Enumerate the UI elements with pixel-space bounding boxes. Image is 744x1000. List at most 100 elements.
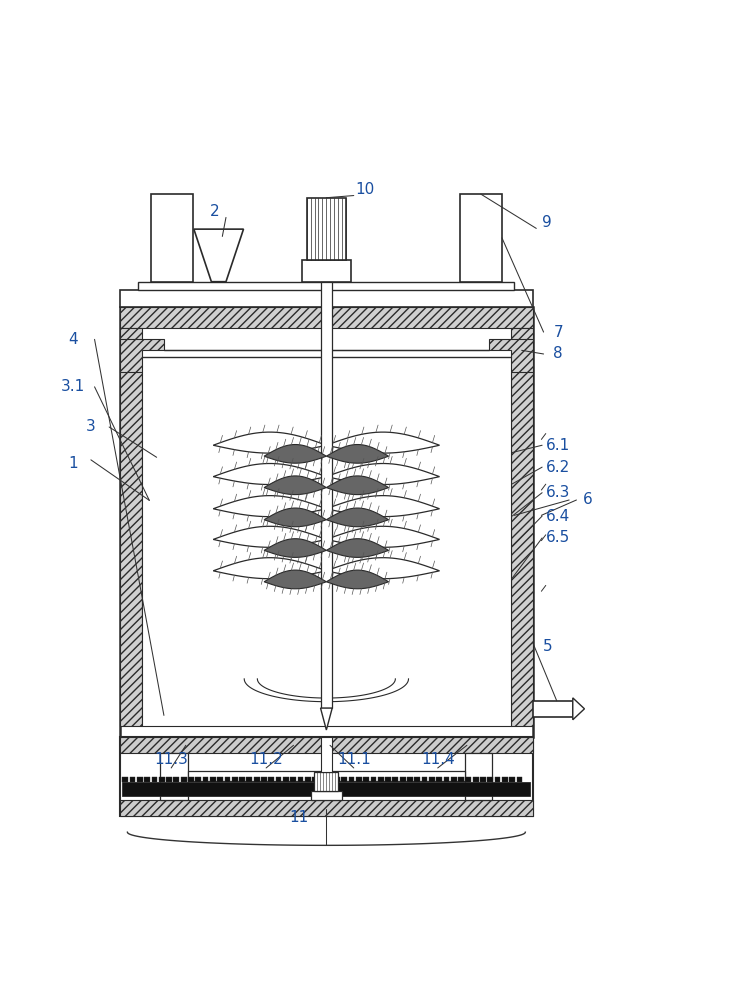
Polygon shape [321,708,333,730]
Bar [290,777,296,782]
Text: 2: 2 [211,204,219,219]
Text: 11: 11 [289,810,309,825]
Polygon shape [327,558,440,579]
Bar [239,777,245,782]
Bar [142,350,510,726]
Bar [158,777,164,782]
Bar [533,701,573,717]
Bar [166,777,172,782]
Bar [495,777,501,782]
Bar [210,777,216,782]
Bar [321,282,333,708]
Bar [225,777,231,782]
Bar [312,777,318,782]
Polygon shape [327,432,440,453]
Text: 3: 3 [86,419,96,434]
Text: 6.4: 6.4 [546,509,571,524]
Bar [414,777,420,782]
Bar [341,777,347,782]
Bar [349,777,354,782]
Bar [443,777,449,782]
Bar [363,777,369,782]
Polygon shape [327,445,388,463]
Text: 11.3: 11.3 [154,752,188,767]
Bar [138,282,514,290]
Bar [489,339,533,372]
Bar [232,777,237,782]
Polygon shape [327,464,440,485]
Text: 4: 4 [68,332,77,347]
Bar [261,777,267,782]
Bar [392,777,398,782]
Bar [378,777,384,782]
Text: 6.5: 6.5 [546,530,571,545]
Polygon shape [194,229,243,282]
Bar [356,777,362,782]
Polygon shape [264,476,327,495]
Bar [120,737,533,816]
Bar [319,777,325,782]
Text: 3.1: 3.1 [60,379,85,394]
Bar [120,307,533,328]
Bar [129,777,135,782]
Bar [298,777,304,782]
Text: 11.2: 11.2 [249,752,283,767]
Bar [334,777,340,782]
Text: 11.1: 11.1 [337,752,371,767]
Bar [307,198,346,260]
Bar [137,777,143,782]
Polygon shape [573,698,585,720]
Bar [120,307,533,737]
Polygon shape [264,570,327,589]
Polygon shape [214,464,327,485]
Bar [305,777,311,782]
Bar [451,777,457,782]
Polygon shape [214,432,327,453]
Polygon shape [264,539,327,557]
Polygon shape [327,526,440,547]
Bar [120,339,164,372]
Bar [301,260,351,282]
Text: 11.4: 11.4 [421,752,455,767]
Bar [254,777,260,782]
Polygon shape [327,539,388,557]
Text: 6: 6 [583,492,592,508]
Bar [275,777,281,782]
Bar [120,290,533,307]
Text: 6.2: 6.2 [546,460,571,475]
Bar [120,328,142,726]
Bar [196,777,201,782]
Bar [269,777,275,782]
Bar [122,777,128,782]
Polygon shape [214,558,327,579]
Bar [188,777,194,782]
Bar [122,782,530,796]
Bar [120,737,533,753]
Bar [400,777,405,782]
Bar [436,777,442,782]
Text: 1: 1 [68,456,77,471]
Polygon shape [327,508,388,527]
Bar [460,194,502,282]
Bar [311,791,341,800]
Polygon shape [214,496,327,517]
Bar [429,777,434,782]
Text: 6.3: 6.3 [546,485,571,500]
Bar [160,753,188,800]
Bar [480,777,486,782]
Text: 9: 9 [542,215,552,230]
Polygon shape [264,445,327,463]
Bar [327,777,333,782]
Text: 7: 7 [554,325,563,340]
Bar [202,777,208,782]
Bar [120,800,533,816]
Bar [422,777,428,782]
Polygon shape [264,508,327,527]
Bar [510,328,533,726]
Bar [314,772,339,791]
Bar [472,777,478,782]
Bar [466,777,471,782]
Polygon shape [327,570,388,589]
Bar [321,737,333,772]
Bar [246,777,252,782]
